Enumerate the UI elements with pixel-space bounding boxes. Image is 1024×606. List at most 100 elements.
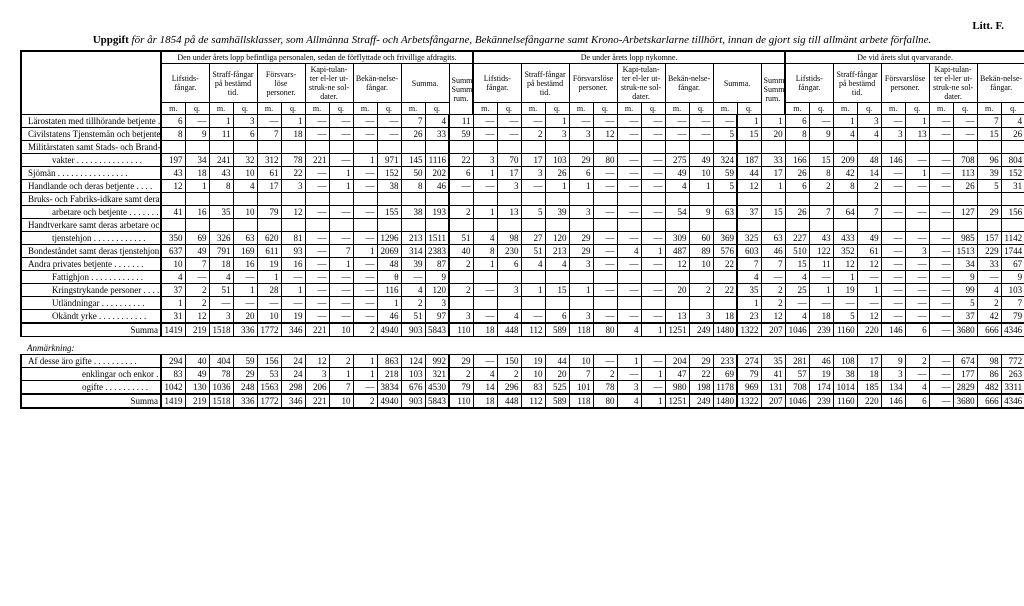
cell: 17 (497, 167, 521, 180)
cell: 33 (977, 258, 1001, 271)
cell: 22 (689, 368, 713, 381)
cell: 61 (857, 245, 881, 258)
cell (401, 141, 425, 154)
cell: 281 (785, 355, 809, 368)
cell: 209 (833, 154, 857, 167)
cell: 3 (233, 115, 257, 128)
cell: 42 (977, 310, 1001, 324)
cell (233, 219, 257, 232)
cell: 134 (881, 381, 905, 395)
cell: 25 (785, 284, 809, 297)
cell: 20 (545, 368, 569, 381)
cell: — (809, 115, 833, 128)
cell: 903 (401, 394, 425, 408)
cell: 3311 (1001, 381, 1024, 395)
cell (569, 219, 593, 232)
cell: 19 (833, 284, 857, 297)
cell: 708 (953, 154, 977, 167)
cell: 6 (785, 115, 809, 128)
cell (521, 297, 545, 310)
cell: 221 (305, 154, 329, 167)
cell: — (521, 180, 545, 193)
cell: 12 (761, 310, 785, 324)
cell: 352 (833, 245, 857, 258)
cell: 1 (569, 180, 593, 193)
cell: 113 (953, 167, 977, 180)
cell: 3 (905, 245, 929, 258)
cell (161, 141, 185, 154)
cell: 146 (881, 154, 905, 167)
cell: 3 (473, 154, 497, 167)
cell (977, 193, 1001, 206)
cell: 4 (473, 232, 497, 245)
cell: 3 (281, 180, 305, 193)
cell: 3680 (953, 394, 977, 408)
cell: — (929, 355, 953, 368)
cell: 7 (737, 258, 761, 271)
cell: 26 (545, 167, 569, 180)
cell: 1 (329, 368, 353, 381)
cell (953, 219, 977, 232)
cell: 2 (857, 180, 881, 193)
cell: 325 (737, 232, 761, 245)
cell: — (593, 180, 617, 193)
cell (473, 193, 497, 206)
cell (545, 297, 569, 310)
cell: 38 (377, 180, 401, 193)
cell: — (641, 167, 665, 180)
cell: 4 (905, 381, 929, 395)
cell: 99 (953, 284, 977, 297)
cell: 4 (977, 284, 1001, 297)
row-label: arbetare och betjente . . . . . . . (21, 206, 161, 219)
cell: 6 (497, 258, 521, 271)
cell: — (617, 284, 641, 297)
cell: 44 (545, 355, 569, 368)
cell (593, 297, 617, 310)
row-label: Af desse äro gifte . . . . . . . . . . (21, 355, 161, 368)
cell: 3 (425, 297, 449, 310)
row-label: Handlande och deras betjente . . . . (21, 180, 161, 193)
cell: — (305, 271, 329, 284)
cell: — (809, 271, 833, 284)
cell (593, 219, 617, 232)
cell (305, 193, 329, 206)
cell: — (233, 271, 257, 284)
cell: 1042 (161, 381, 185, 395)
cell: 1 (833, 271, 857, 284)
cell: 620 (257, 232, 281, 245)
cell: 187 (737, 154, 761, 167)
cell (329, 141, 353, 154)
cell: — (353, 128, 377, 141)
cell: 312 (257, 154, 281, 167)
cell: 4 (473, 368, 497, 381)
cell: 10 (329, 323, 353, 337)
cell: — (473, 284, 497, 297)
cell (641, 297, 665, 310)
cell: 6 (905, 394, 929, 408)
cell (185, 141, 209, 154)
cell: — (305, 167, 329, 180)
cell: 79 (257, 206, 281, 219)
row-label: Andra privates betjente . . . . . . . (21, 258, 161, 271)
cell: — (905, 271, 929, 284)
cell: 3 (569, 128, 593, 141)
cell: 3 (497, 284, 521, 297)
cell: — (881, 271, 905, 284)
cell: 1 (473, 206, 497, 219)
cell (617, 271, 641, 284)
cell: 29 (569, 232, 593, 245)
cell: 7 (569, 368, 593, 381)
cell: 5843 (425, 394, 449, 408)
cell: 2 (521, 128, 545, 141)
cell: 1 (281, 284, 305, 297)
cell: — (857, 297, 881, 310)
cell: — (881, 232, 905, 245)
cell: — (881, 258, 905, 271)
cell: 17 (761, 167, 785, 180)
cell: 4 (785, 271, 809, 284)
cell: — (905, 297, 929, 310)
row-label: Bondeståndet samt deras tjenstehjon . (21, 245, 161, 258)
cell: 15 (785, 258, 809, 271)
cell: 17 (857, 355, 881, 368)
cell: 1 (329, 258, 353, 271)
